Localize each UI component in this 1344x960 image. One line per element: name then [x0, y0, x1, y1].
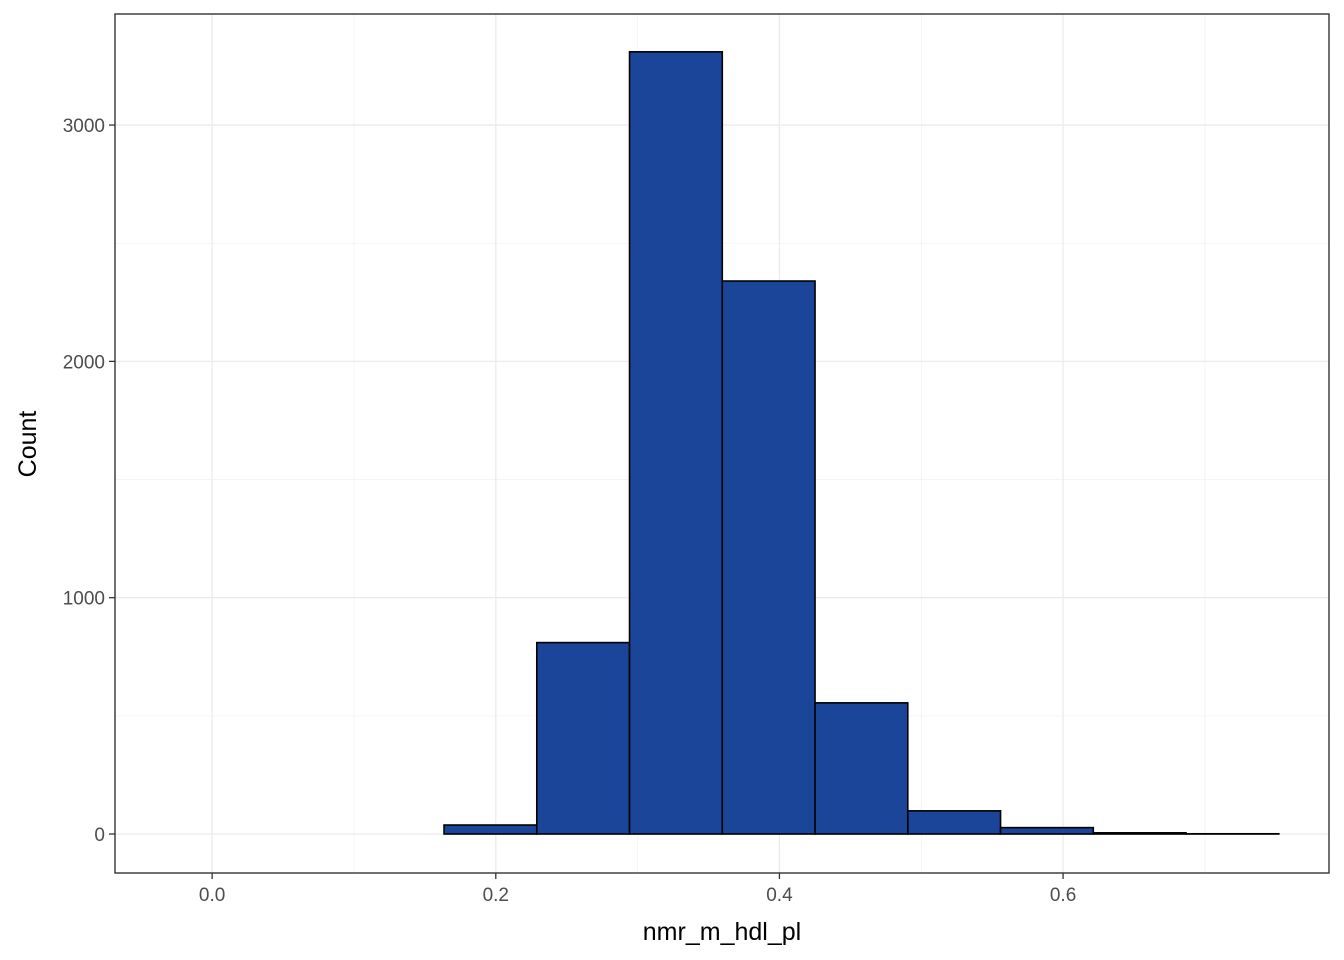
- x-tick-label: 0.4: [766, 885, 793, 906]
- histogram-bar: [814, 702, 909, 835]
- histogram-bar: [906, 810, 1002, 835]
- y-tick-label: 3000: [63, 116, 105, 137]
- x-tick-label: 0.0: [199, 885, 225, 906]
- histogram-bar: [999, 826, 1095, 835]
- histogram-bars: [443, 51, 1280, 835]
- y-axis-title: Count: [14, 411, 42, 478]
- y-tick-label: 2000: [63, 352, 105, 373]
- x-axis-title: nmr_m_hdl_pl: [643, 918, 801, 946]
- y-axis: 0 1000 2000 3000: [63, 116, 115, 846]
- histogram-bar: [535, 641, 631, 835]
- panel-border: [114, 13, 1330, 874]
- histogram-bar: [628, 51, 724, 835]
- y-tick-label: 0: [94, 825, 105, 846]
- histogram-bar: [443, 824, 538, 835]
- x-tick-label: 0.2: [483, 885, 509, 906]
- histogram-bar: [721, 280, 816, 835]
- y-tick-label: 1000: [63, 589, 105, 610]
- x-tick-label: 0.6: [1050, 885, 1076, 906]
- x-axis: 0.0 0.2 0.4 0.6: [199, 873, 1076, 906]
- histogram-bar: [1092, 832, 1187, 835]
